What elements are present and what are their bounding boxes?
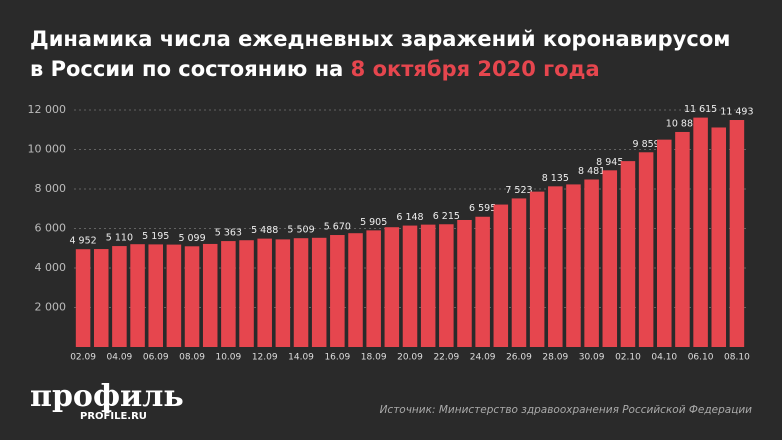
chart-title: Динамика числа ежедневных заражений коро… — [30, 27, 730, 51]
source: Источник: Министерство здравоохранения Р… — [380, 404, 753, 416]
bar — [584, 179, 599, 347]
x-tick-label: 04.09 — [107, 353, 133, 363]
bar — [148, 244, 163, 347]
bar — [311, 237, 327, 347]
value-label: 5 099 — [178, 233, 205, 244]
bar — [475, 216, 490, 347]
value-label: 9 859 — [633, 139, 660, 150]
x-tick-label: 22.09 — [433, 353, 459, 363]
bar — [548, 186, 563, 347]
x-tick-label: 14.09 — [288, 353, 314, 363]
bar — [620, 161, 636, 347]
value-label: 7 523 — [505, 185, 532, 196]
y-tick-label: 12 000 — [28, 103, 67, 116]
y-tick-label: 6 000 — [35, 222, 67, 235]
x-tick-label: 06.09 — [143, 353, 169, 363]
bar — [221, 241, 236, 347]
value-label: 10 888 — [666, 118, 699, 129]
chart-title-2: в России по состоянию на 8 октября 2020 … — [30, 57, 600, 81]
bar — [602, 170, 618, 347]
value-label: 5 363 — [215, 228, 242, 239]
value-label: 8 135 — [542, 173, 569, 184]
value-label: 5 509 — [287, 225, 314, 236]
bar — [275, 239, 291, 347]
x-tick-label: 04.10 — [651, 353, 677, 363]
bar — [693, 117, 708, 347]
y-tick-label: 10 000 — [28, 143, 67, 156]
bar — [638, 152, 654, 347]
value-label: 6 595 — [469, 203, 496, 214]
bar — [93, 249, 109, 347]
bar — [184, 246, 200, 347]
y-tick-label: 8 000 — [35, 182, 67, 195]
value-label: 5 195 — [142, 231, 169, 242]
bar — [130, 244, 145, 347]
bar — [457, 219, 472, 347]
x-tick-label: 18.09 — [361, 353, 387, 363]
value-label: 11 615 — [684, 104, 717, 115]
bar — [493, 204, 509, 347]
bar — [711, 127, 727, 347]
bar — [675, 131, 690, 347]
x-tick-label: 02.10 — [615, 353, 641, 363]
bar — [402, 225, 418, 347]
bar — [202, 243, 218, 347]
bar — [112, 246, 127, 347]
bar — [566, 184, 581, 347]
x-tick-label: 10.09 — [215, 353, 241, 363]
logo-site: PROFILE.RU — [80, 411, 147, 422]
bar — [729, 120, 745, 348]
value-label: 8 481 — [578, 166, 605, 177]
title-highlight: 8 октября 2020 года — [351, 57, 600, 81]
x-tick-label: 02.09 — [70, 353, 96, 363]
bar — [420, 224, 436, 347]
bar — [384, 227, 400, 347]
bar — [75, 249, 91, 347]
value-label: 6 215 — [433, 211, 460, 222]
y-tick-label: 4 000 — [35, 261, 67, 274]
bar — [293, 238, 309, 347]
x-tick-label: 26.09 — [506, 353, 532, 363]
value-label: 5 670 — [324, 222, 351, 233]
bar — [348, 233, 363, 347]
bar — [439, 224, 454, 347]
bar — [330, 235, 345, 347]
value-label: 6 148 — [396, 212, 423, 223]
value-label: 5 110 — [106, 233, 133, 244]
bar — [366, 230, 381, 347]
value-label: 4 952 — [69, 236, 96, 247]
bar — [511, 198, 527, 347]
x-tick-label: 06.10 — [688, 353, 714, 363]
value-label: 11 493 — [720, 107, 753, 118]
logo: профиль — [30, 379, 184, 414]
x-tick-label: 12.09 — [252, 353, 278, 363]
bar — [166, 244, 182, 347]
x-tick-label: 16.09 — [324, 353, 350, 363]
bar — [529, 191, 545, 347]
value-label: 5 905 — [360, 217, 387, 228]
x-tick-label: 20.09 — [397, 353, 423, 363]
x-tick-label: 28.09 — [542, 353, 568, 363]
bar — [239, 240, 254, 347]
x-tick-label: 08.09 — [179, 353, 205, 363]
bar — [657, 139, 672, 347]
x-tick-label: 08.10 — [724, 353, 750, 363]
value-label: 5 488 — [251, 225, 278, 236]
x-tick-label: 24.09 — [470, 353, 496, 363]
x-tick-label: 30.09 — [579, 353, 605, 363]
value-label: 8 945 — [596, 157, 623, 168]
y-tick-label: 2 000 — [35, 301, 67, 314]
bar — [257, 238, 272, 347]
